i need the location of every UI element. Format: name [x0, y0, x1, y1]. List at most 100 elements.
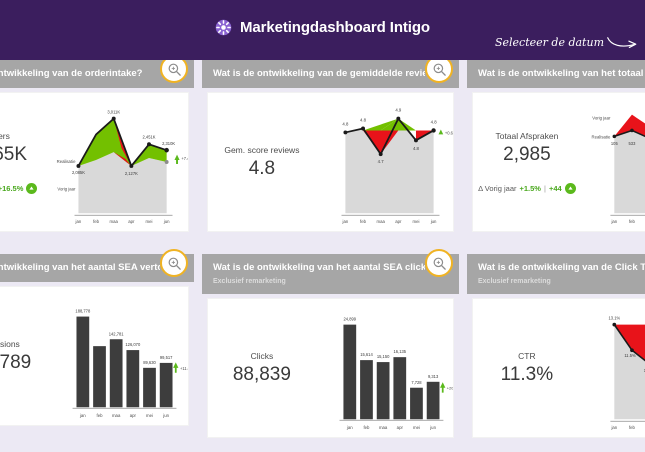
svg-text:maa: maa [112, 413, 121, 418]
kpi-delta-value: +1.5% [519, 184, 541, 193]
kpi-block: Impressions 741,789 [0, 287, 51, 425]
kpi-delta-extra: +44 [548, 184, 562, 193]
kpi-value: 88,839 [232, 363, 291, 385]
series-label-previous: Vorig jaar [57, 187, 76, 192]
svg-text:16,135: 16,135 [393, 349, 406, 354]
svg-text:jan: jan [74, 219, 81, 224]
svg-text:4.9: 4.9 [395, 108, 402, 113]
kpi-block: CTR 11.3% [473, 299, 581, 437]
svg-text:mei: mei [146, 413, 153, 418]
card-review-score: Wat is de ontwikkeling van de gemiddelde… [202, 55, 459, 232]
chart-sea-clicks: 24,899 15,614 15,150 16,135 7,728 9,313 … [316, 299, 453, 437]
kpi-block: Totaal Afspraken 2,985 Δ Vorig jaar +1.5… [473, 93, 581, 231]
zoom-button-sea-vertoningen[interactable] [160, 249, 188, 277]
svg-text:4.7: 4.7 [377, 159, 384, 164]
kpi-label: Orders [0, 131, 10, 141]
card-row-1: Wat is de ontwikkeling van de orderintak… [0, 55, 645, 238]
svg-text:jan: jan [79, 413, 86, 418]
date-selector-label: Selecteer de datum [494, 35, 604, 49]
svg-text:apr: apr [396, 425, 403, 430]
kpi-block: Orders 2,465K Δ Vorig jaar +16.5% [0, 93, 51, 231]
card-row-2: Wat is de ontwikkeling van het aantal SE… [0, 238, 645, 444]
chart-sea-vertoningen: 188,778 142,781 126,070 89,630 99,517 +1… [51, 287, 188, 425]
card-header: Wat is de ontwikkeling van het aantal SE… [202, 249, 459, 294]
magnifier-icon [168, 257, 181, 270]
kpi-delta: Δ Vorig jaar +1.5% | +44 [478, 183, 576, 194]
flower-logo-icon [215, 19, 232, 36]
svg-text:mei: mei [412, 219, 419, 224]
kpi-label: Totaal Afspraken [495, 131, 559, 141]
svg-text:+20.5%: +20.5% [447, 386, 453, 391]
svg-text:+7.4%: +7.4% [181, 156, 188, 161]
kpi-label: Gem. score reviews [224, 144, 300, 155]
chart-svg: Vorig jaar Realisatie 105 533 52 jan feb… [591, 114, 645, 224]
svg-text:2,310K: 2,310K [162, 141, 175, 146]
svg-text:maa: maa [379, 425, 388, 430]
curved-arrow-icon [607, 37, 637, 49]
card-body: Impressions 741,789 188,778 142,781 [0, 286, 189, 426]
zoom-button-sea-clicks[interactable] [425, 249, 453, 277]
card-sea-vertoningen: Wat is de ontwikkeling van het aantal SE… [0, 249, 194, 438]
svg-text:105: 105 [611, 141, 619, 146]
svg-text:533: 533 [628, 141, 636, 146]
trend-up-badge-icon [564, 183, 576, 194]
kpi-label: CTR [518, 350, 536, 361]
card-header: Wat is de ontwikkeling van de Click Thro… [467, 254, 645, 294]
series-label-previous: Vorig jaar [592, 116, 611, 121]
kpi-value: 11.3% [500, 363, 554, 385]
chart-svg: 13.1% 11.5% 10.6% jan feb maa a [608, 316, 645, 430]
kpi-value: 2,985 [503, 144, 551, 165]
card-body: Clicks 88,839 24,899 15,614 [207, 298, 454, 438]
kpi-delta-label: Δ Vorig jaar [478, 184, 517, 193]
svg-text:99,517: 99,517 [160, 355, 173, 360]
trend-up-badge-icon [26, 183, 38, 194]
kpi-value: 741,789 [0, 351, 32, 373]
svg-text:2,127K: 2,127K [125, 171, 138, 176]
svg-text:7,728: 7,728 [411, 380, 422, 385]
chart-svg: Realisatie Vorig jaar 2,085K 3,011K 2,12… [56, 110, 188, 224]
svg-text:9,313: 9,313 [428, 374, 439, 379]
kpi-delta: Δ Vorig jaar +16.5% [0, 183, 38, 194]
kpi-block: Gem. score reviews 4.8 [208, 93, 316, 231]
card-body: CTR 11.3% 13.1% 11.5% [472, 298, 645, 438]
card-ctr: Wat is de ontwikkeling van de Click Thro… [467, 254, 645, 438]
chart-svg: 24,899 15,614 15,150 16,135 7,728 9,313 … [339, 317, 453, 430]
card-header: Wat is de ontwikkeling van het aantal SE… [0, 249, 194, 282]
kpi-label: Impressions [0, 338, 20, 349]
card-header: Wat is de ontwikkeling van de orderintak… [0, 55, 194, 88]
svg-text:jan: jan [610, 219, 617, 224]
kpi-value: 4.8 [248, 157, 276, 179]
card-body: Gem. score reviews 4.8 [207, 92, 454, 232]
magnifier-icon [433, 257, 446, 270]
svg-text:2,451K: 2,451K [142, 134, 155, 139]
svg-text:feb: feb [360, 219, 367, 224]
date-selector-hint[interactable]: Selecteer de datum [495, 34, 640, 50]
chart-ctr: 13.1% 11.5% 10.6% jan feb maa a [581, 299, 645, 437]
svg-text:4.8: 4.8 [360, 118, 367, 123]
card-totaal-afspraken: Wat is de ontwikkeling van het totaal aa… [467, 60, 645, 232]
kpi-label: Clicks [250, 350, 274, 361]
svg-text:142,781: 142,781 [109, 331, 125, 336]
kpi-block: Clicks 88,839 [208, 299, 316, 437]
kpi-value: 2,465K [0, 144, 28, 165]
svg-text:4.8: 4.8 [430, 120, 437, 125]
card-title: Wat is de ontwikkeling van de Click Thro… [478, 262, 645, 273]
card-subtitle: Exclusief remarketing [213, 278, 286, 285]
card-body: Totaal Afspraken 2,985 Δ Vorig jaar +1.5… [472, 92, 645, 232]
svg-text:+11.0%: +11.0% [180, 366, 188, 371]
svg-text:24,899: 24,899 [343, 317, 356, 322]
chart-review-score: 4.8 4.8 4.7 4.9 4.8 4.8 +0.6% jan feb ma… [316, 93, 453, 231]
magnifier-icon [433, 63, 446, 76]
svg-text:4.8: 4.8 [342, 122, 349, 127]
svg-text:apr: apr [130, 413, 137, 418]
chart-svg: 188,778 142,781 126,070 89,630 99,517 +1… [72, 309, 188, 418]
card-header: Wat is de ontwikkeling van het totaal aa… [467, 60, 645, 88]
svg-text:jun: jun [163, 219, 170, 224]
app-header: Marketingdashboard Intigo Selecteer de d… [0, 0, 645, 60]
svg-text:2,085K: 2,085K [72, 170, 85, 175]
svg-text:3,011K: 3,011K [107, 110, 120, 115]
brand: Marketingdashboard Intigo [0, 19, 645, 36]
card-title: Wat is de ontwikkeling van de gemiddelde… [213, 68, 425, 79]
card-subtitle: Exclusief remarketing [478, 278, 551, 285]
